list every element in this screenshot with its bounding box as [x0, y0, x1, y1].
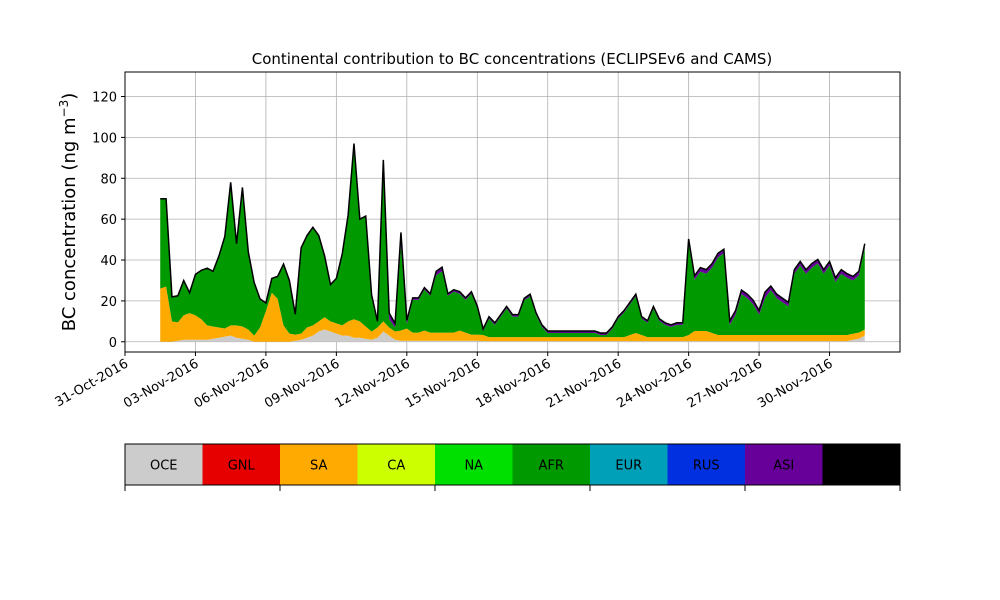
- legend-swatch-sa: [280, 444, 358, 485]
- legend-swatch-eur: [590, 444, 668, 485]
- legend-swatch-aus: [822, 444, 900, 485]
- x-tick-label: 24-Nov-2016: [614, 356, 694, 411]
- legend-label-sa: SA: [310, 459, 327, 474]
- y-tick-label: 40: [100, 254, 117, 269]
- legend-swatch-ca: [357, 444, 435, 485]
- region-legend: OCE GNL SA CA NA AFR EUR RUS ASI AUS: [124, 443, 901, 491]
- x-tick-label: 18-Nov-2016: [473, 356, 553, 411]
- y-axis-label-superscript: −3: [57, 100, 71, 118]
- x-tick-label: 15-Nov-2016: [403, 356, 483, 411]
- y-tick-label: 120: [92, 91, 117, 106]
- legend-label-na: NA: [464, 459, 483, 474]
- area-afr: [160, 143, 865, 338]
- area-sa: [160, 286, 865, 342]
- x-tick-label: 21-Nov-2016: [544, 356, 624, 411]
- legend-label-asi: ASI: [773, 459, 794, 474]
- legend-swatch-asi: [745, 444, 823, 485]
- x-tick-label: 27-Nov-2016: [685, 356, 765, 411]
- total-line: [160, 143, 866, 334]
- legend-label-afr: AFR: [539, 459, 564, 474]
- legend-swatch-gnl: [202, 444, 280, 485]
- axes-frame: [124, 71, 901, 353]
- x-tick-label: 31-Oct-2016: [53, 356, 131, 410]
- legend-swatch-oce: [125, 444, 203, 485]
- legend-label-eur: EUR: [615, 459, 642, 474]
- legend-label-oce: OCE: [150, 459, 178, 474]
- y-axis-label-main: BC concentration (ng m: [59, 117, 80, 331]
- legend-label-ca: CA: [387, 459, 405, 474]
- area-oce: [160, 329, 865, 342]
- legend-label-gnl: GNL: [228, 459, 256, 474]
- x-tick-label: 03-Nov-2016: [121, 356, 201, 411]
- y-tick-label: 20: [100, 295, 117, 310]
- legend-label-aus: AUS: [848, 459, 875, 474]
- y-tick-label: 60: [100, 213, 117, 228]
- y-axis-label-close: ): [59, 93, 80, 100]
- legend-frame: [124, 443, 901, 486]
- x-tick-label: 30-Nov-2016: [755, 356, 835, 411]
- x-tick-label: 12-Nov-2016: [333, 356, 413, 411]
- y-tick-label: 100: [92, 131, 117, 146]
- legend-swatch-afr: [512, 444, 590, 485]
- y-axis-label: BC concentration (ng m−3): [57, 93, 80, 332]
- y-tick-label: 0: [109, 336, 117, 351]
- x-tick-label: 06-Nov-2016: [192, 356, 272, 411]
- legend-label-rus: RUS: [693, 459, 720, 474]
- y-tick-label: 80: [100, 172, 117, 187]
- chart-title: Continental contribution to BC concentra…: [252, 50, 773, 68]
- legend-swatch-na: [435, 444, 513, 485]
- legend-swatch-rus: [667, 444, 745, 485]
- x-tick-label: 09-Nov-2016: [262, 356, 342, 411]
- plot-area: 0 20 40 60 80 100 120 31-Oct-201603-Nov-201606-…: [53, 71, 901, 411]
